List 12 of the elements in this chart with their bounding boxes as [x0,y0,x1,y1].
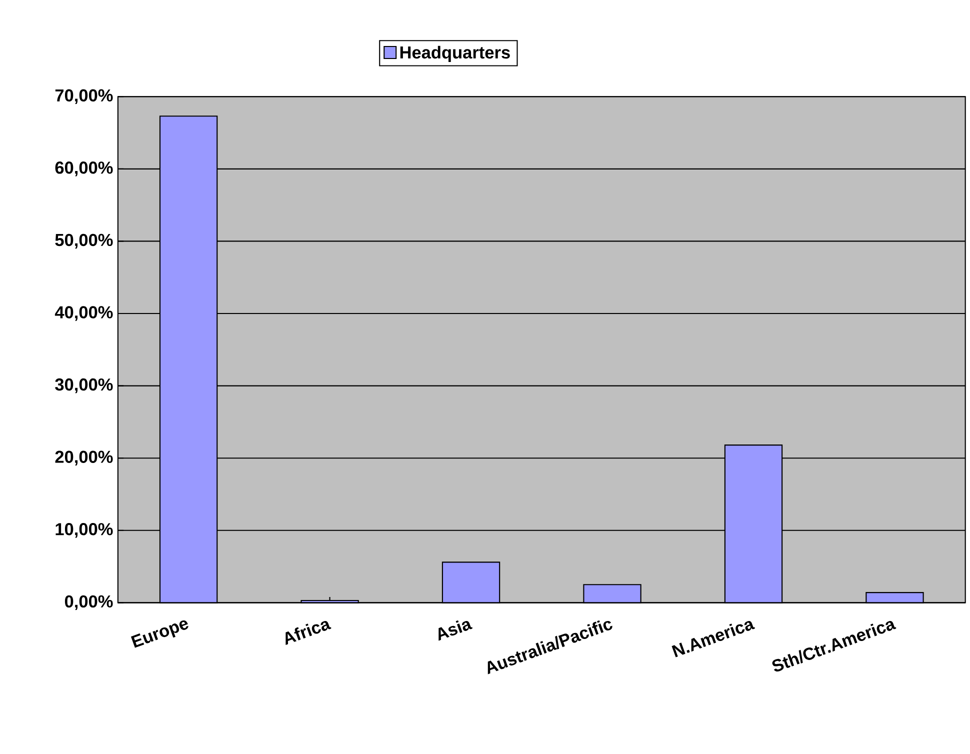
y-tick-label: 70,00% [55,89,113,104]
y-tick-label: 60,00% [55,162,113,176]
y-tick-label: 20,00% [55,450,113,466]
x-tick-label: Asia [438,620,473,641]
y-tick-label: 40,00% [54,306,113,321]
x-tick-label: Africa [286,620,332,645]
x-tick-label: Europe [130,620,188,648]
y-tick-label: 30,00% [55,378,113,394]
y-tick-label: 50,00% [55,234,113,249]
y-tick-label: 10,00% [56,522,113,538]
y-tick-label: 0,00% [64,595,113,610]
legend-label: Headquarters [400,46,510,62]
